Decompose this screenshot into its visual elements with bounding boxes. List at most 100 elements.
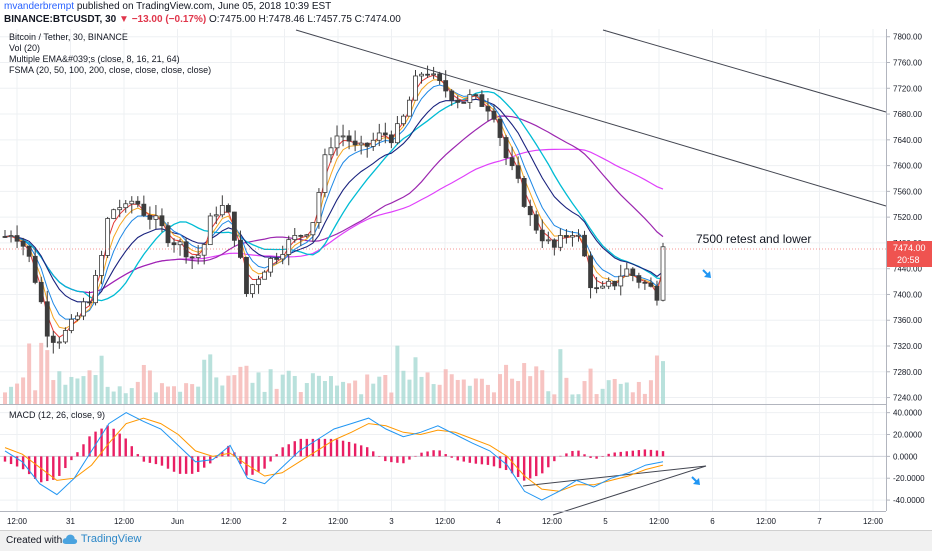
candle xyxy=(382,122,388,144)
trendline-lower[interactable] xyxy=(295,29,887,207)
candle xyxy=(231,211,237,247)
volume-bar xyxy=(244,365,249,404)
volume-bar xyxy=(461,379,466,404)
macd-trendline-bottom[interactable] xyxy=(552,465,707,516)
volume-bar xyxy=(184,383,189,404)
candle xyxy=(648,277,654,288)
arrow-down-icon[interactable] xyxy=(702,269,711,278)
author-link[interactable]: mvanderbrempt xyxy=(4,1,75,12)
x-tick-label: 12:00 xyxy=(863,517,884,526)
candle xyxy=(449,89,455,106)
macd-hist-bar xyxy=(46,456,49,482)
candle xyxy=(521,175,527,209)
volume-bar xyxy=(473,378,478,404)
chart-area[interactable]: 7800.00 7760.00 7720.00 7680.00 7640.00 7600.… xyxy=(0,0,932,530)
candle xyxy=(467,89,473,109)
tradingview-logo[interactable]: TradingView xyxy=(62,533,141,545)
volume-bar xyxy=(636,381,641,404)
macd-trendline-top[interactable] xyxy=(522,465,707,487)
macd-hist-bar xyxy=(317,438,321,457)
candle-body xyxy=(346,135,352,142)
candle-body xyxy=(207,215,213,246)
volume-bar xyxy=(449,374,454,404)
candle xyxy=(117,199,123,218)
volume-bar xyxy=(467,385,472,404)
volume-bar xyxy=(190,384,195,404)
candle xyxy=(461,101,467,104)
volume-bar xyxy=(491,392,496,404)
x-tick-label: 12:00 xyxy=(7,517,28,526)
macd-hist-bar xyxy=(9,456,13,465)
volume-bar xyxy=(238,366,243,404)
macd-hist-bar xyxy=(64,456,67,469)
macd-hist-bar xyxy=(52,456,55,480)
candlesticks xyxy=(2,65,666,354)
macd-hist-bar xyxy=(390,456,393,463)
x-tick-label: 12:00 xyxy=(328,517,349,526)
y-tick-label: -40.0000 xyxy=(893,496,925,505)
volume-bar xyxy=(443,369,448,404)
candle-body xyxy=(479,94,485,107)
candle-body xyxy=(44,301,50,337)
candle xyxy=(401,114,406,126)
candle-body xyxy=(231,211,237,241)
macd-hist-bar xyxy=(136,454,140,457)
legend-vol: Vol (20) xyxy=(9,43,40,53)
volume-bar xyxy=(105,386,110,404)
annotation-text[interactable]: 7500 retest and lower xyxy=(696,232,811,246)
countdown-text: 20:58 xyxy=(897,255,920,265)
macd-axis[interactable]: 40.0000 20.0000 0.0000 -20.0000 -40.0000 xyxy=(886,409,925,505)
candle-body xyxy=(437,73,443,81)
candle-body xyxy=(527,206,533,216)
macd-hist-bar xyxy=(3,456,7,462)
macd-hist-bar xyxy=(76,452,79,457)
y-tick-label: 7600.00 xyxy=(893,162,922,171)
macd-hist-bar xyxy=(438,450,441,457)
candle xyxy=(26,245,32,263)
y-tick-label: 7440.00 xyxy=(893,265,922,274)
y-tick-label: 40.0000 xyxy=(893,409,922,418)
arrow-down-icon[interactable] xyxy=(691,476,700,485)
legend-fsma: FSMA (20, 50, 100, 200, close, close, cl… xyxy=(9,65,211,75)
volume-bar xyxy=(226,375,231,404)
candle-body xyxy=(449,90,455,101)
candle-body xyxy=(600,285,606,289)
candle xyxy=(606,277,612,290)
candle-body xyxy=(26,245,32,257)
candle-body xyxy=(431,73,437,76)
price-axis[interactable]: 7800.00 7760.00 7720.00 7680.00 7640.00 7600.… xyxy=(886,33,922,403)
macd-hist-bar xyxy=(160,456,164,466)
candle xyxy=(491,104,497,123)
candle xyxy=(328,137,334,163)
candle xyxy=(322,148,328,198)
candle-body xyxy=(50,335,56,343)
volume-bars xyxy=(3,342,665,404)
candle-body xyxy=(328,147,334,156)
candle-body xyxy=(352,140,358,146)
sma-20-line xyxy=(4,98,664,303)
macd-hist-bar xyxy=(547,456,550,468)
candle-body xyxy=(461,101,467,104)
candle-body xyxy=(539,229,545,242)
volume-bar xyxy=(648,380,653,404)
candle-body xyxy=(557,235,563,248)
macd-hist-bar xyxy=(257,456,260,472)
candle xyxy=(56,337,62,349)
candle xyxy=(213,206,219,225)
macd-hist-bar xyxy=(643,449,647,457)
candle xyxy=(250,283,255,298)
macd-panel xyxy=(0,412,886,501)
volume-bar xyxy=(558,349,563,404)
candle xyxy=(50,330,56,354)
x-tick-label: 7 xyxy=(817,517,822,526)
trendline-upper[interactable] xyxy=(602,29,887,113)
candle-body xyxy=(618,275,624,287)
volume-bar xyxy=(147,370,152,404)
candle xyxy=(32,248,38,285)
volume-bar xyxy=(546,391,551,404)
y-tick-label: 7400.00 xyxy=(893,290,922,299)
x-tick-label: 12:00 xyxy=(756,517,777,526)
candle-body xyxy=(165,225,171,244)
time-axis[interactable]: 12:00 31 12:00 Jun 12:00 2 12:00 3 12:00 4 12:00 5 1… xyxy=(7,517,884,526)
volume-bar xyxy=(594,394,599,404)
